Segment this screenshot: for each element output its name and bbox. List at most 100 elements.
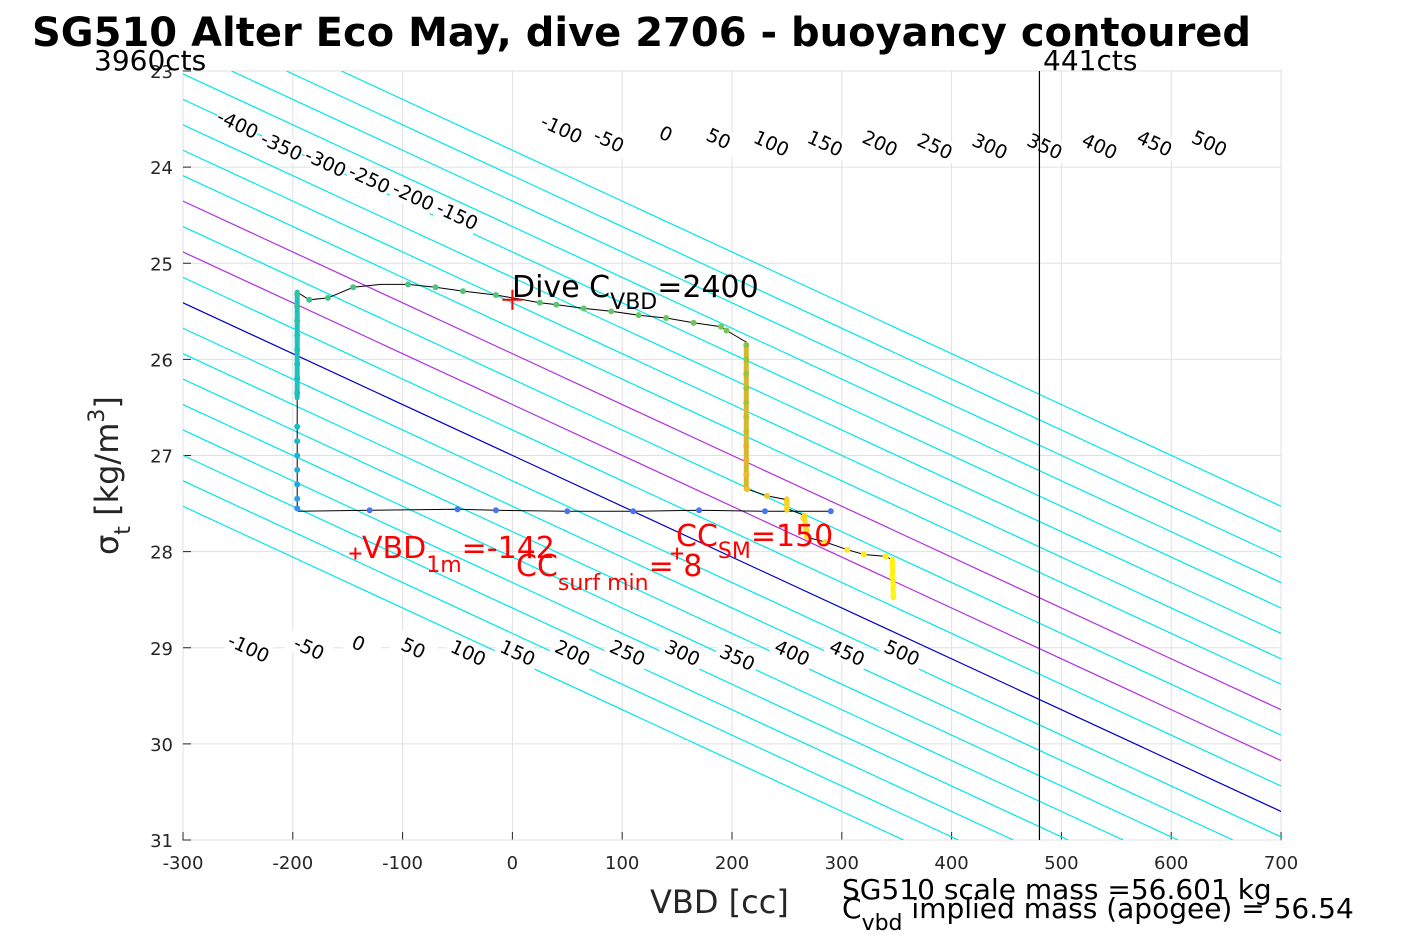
- contour-line-8: [183, 302, 1281, 813]
- track-point-35: [663, 315, 670, 322]
- bottom-contour-label-bg-6: [548, 633, 598, 672]
- bottom-contour-label-bg-11: [822, 633, 872, 672]
- track-point-30: [536, 299, 543, 306]
- implied-mass-post: implied mass (apogee) = 56.54: [903, 892, 1354, 925]
- y-tick-labels: 23 24 25 26 27 28 29 30 31: [150, 62, 173, 852]
- y-axis-label-sup: 3: [85, 409, 110, 423]
- x-tick-label-8: 500: [1044, 853, 1078, 874]
- top-contour-label-bg-6: [537, 109, 587, 148]
- bottom-contour-label-bg-4: [443, 633, 494, 672]
- x-tick-label-6: 300: [825, 853, 859, 874]
- track-point-55: [822, 539, 829, 546]
- top-contour-label-bg-10: [746, 123, 797, 163]
- x-axis-label: VBD [cc]: [650, 883, 789, 921]
- cc-sm-sub: SM: [718, 539, 751, 564]
- track-point-21: [294, 303, 301, 310]
- track-point-59: [889, 563, 896, 570]
- contour-line-11: [183, 225, 1281, 736]
- track-point-41: [743, 370, 750, 377]
- contour-line-4: [183, 403, 1124, 840]
- track-point-36: [690, 319, 697, 326]
- bottom-contour-label-bg-3: [388, 628, 439, 667]
- track-point-56: [844, 546, 851, 553]
- track-point-0: [827, 508, 834, 515]
- x-tick-label-2: -100: [382, 853, 423, 874]
- track-point-19: [294, 332, 301, 339]
- y-tick-label-3: 26: [150, 350, 173, 371]
- x-tick-label-1: -200: [272, 853, 313, 874]
- track-point-33: [608, 308, 615, 315]
- contour-line-1: [183, 480, 959, 840]
- track-point-23: [306, 296, 313, 303]
- dive-cvbd-pre: Dive C: [512, 270, 610, 305]
- y-tick-label-0: 23: [150, 62, 173, 83]
- cc-surf-sub: surf min: [558, 571, 649, 596]
- track-point-10: [294, 481, 301, 488]
- marker-1: [349, 547, 362, 560]
- y-tick-label-8: 31: [150, 831, 173, 852]
- corner-label-left: 3960cts: [94, 44, 206, 77]
- track-point-7: [366, 507, 373, 514]
- track-point-51: [783, 498, 790, 505]
- corner-label-right: 441cts: [1043, 44, 1137, 77]
- track-point-38: [723, 327, 730, 334]
- cc-surf-pre: CC: [516, 549, 558, 584]
- track-point-8: [294, 505, 301, 512]
- track-point-22: [294, 291, 301, 298]
- cc-sm-post: =150: [751, 519, 833, 554]
- track-point-14: [294, 423, 301, 430]
- track-point-54: [803, 527, 810, 534]
- marker-2: [671, 547, 684, 560]
- y-tick-label-7: 30: [150, 735, 173, 756]
- vbd-1m-annotation: VBD1m=-142: [362, 531, 555, 578]
- track-point-25: [350, 284, 357, 291]
- track-point-57: [860, 551, 867, 558]
- bottom-contour-label-bg-7: [603, 633, 653, 672]
- top-contour-label-bg-12: [855, 123, 905, 163]
- y-axis-label-main: σ: [88, 535, 126, 555]
- implied-mass-pre: C: [842, 892, 862, 925]
- bottom-contour-label-bg-12: [877, 633, 927, 672]
- track-point-18: [294, 346, 301, 353]
- track-point-52: [783, 505, 790, 512]
- contour-line-15: [183, 124, 1281, 635]
- y-axis-label: σt [kg/m3]: [85, 396, 136, 555]
- track-point-40: [743, 356, 750, 363]
- contour-line-10: [183, 251, 1281, 762]
- contour-line-0: [183, 505, 904, 840]
- top-contour-label-7: -50: [584, 120, 634, 160]
- track-point-15: [294, 390, 301, 397]
- contour-line-19: [286, 71, 1281, 533]
- top-contour-label-bg-14: [965, 126, 1015, 166]
- dive-cvbd-sub: VBD: [610, 290, 657, 315]
- top-contour-label-bg-11: [800, 123, 850, 163]
- track-point-28: [459, 288, 466, 295]
- track-point-4: [564, 508, 571, 515]
- track-point-50: [764, 492, 771, 499]
- contour-line-20: [341, 71, 1281, 507]
- track-point-32: [580, 305, 587, 312]
- dive-cvbd-post: =2400: [657, 270, 758, 305]
- top-contour-label-bg-7: [584, 120, 634, 160]
- contour-line-3: [183, 429, 1069, 840]
- top-contour-label-bg-0: [213, 104, 263, 144]
- track-point-2: [696, 507, 703, 514]
- contour-line-18: [231, 71, 1281, 558]
- track-point-62: [890, 591, 897, 598]
- bottom-contour-label-bg-0: [224, 628, 274, 667]
- x-tick-label-3: 0: [507, 853, 518, 874]
- track-point-11: [294, 466, 301, 473]
- track-point-29: [492, 291, 499, 298]
- bottom-contour-label-bg-8: [658, 633, 708, 672]
- x-tick-label-0: -300: [163, 853, 204, 874]
- track-point-13: [294, 438, 301, 445]
- track-point-48: [743, 471, 750, 478]
- top-contour-label-bg-1: [257, 126, 307, 166]
- vbd-1m-sub: 1m: [426, 553, 461, 578]
- track-point-37: [718, 323, 725, 330]
- bottom-contour-label-bg-5: [493, 633, 543, 672]
- track-point-31: [553, 301, 560, 308]
- track-point-60: [889, 572, 896, 579]
- top-contour-label-13: 250: [910, 126, 960, 166]
